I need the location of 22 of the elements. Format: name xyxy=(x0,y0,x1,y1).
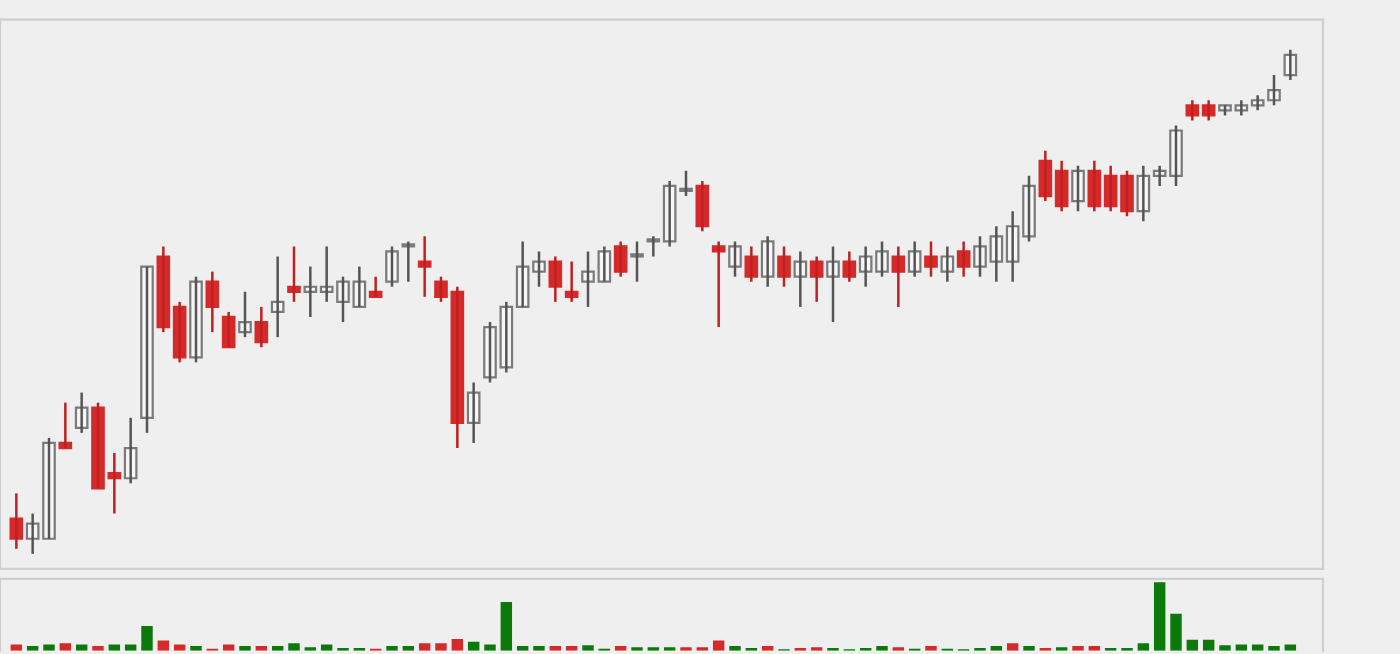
bar xyxy=(288,643,300,651)
bar xyxy=(1170,613,1182,651)
candlestick xyxy=(401,240,416,283)
candlestick xyxy=(826,245,840,324)
candlestick xyxy=(777,245,791,288)
bar xyxy=(582,645,594,651)
bar xyxy=(157,640,170,651)
bar xyxy=(418,643,431,651)
bar xyxy=(435,643,447,651)
bar xyxy=(1137,643,1150,651)
candlestick xyxy=(924,240,938,278)
bar xyxy=(141,626,153,651)
bar xyxy=(500,602,513,651)
candlestick xyxy=(630,240,644,283)
bar xyxy=(1006,643,1019,651)
candlestick xyxy=(728,240,742,278)
bar xyxy=(451,639,464,651)
bar xyxy=(1153,582,1166,651)
bar xyxy=(59,643,72,651)
bar xyxy=(1219,645,1231,651)
bar xyxy=(712,640,725,651)
candlestick xyxy=(385,245,399,288)
